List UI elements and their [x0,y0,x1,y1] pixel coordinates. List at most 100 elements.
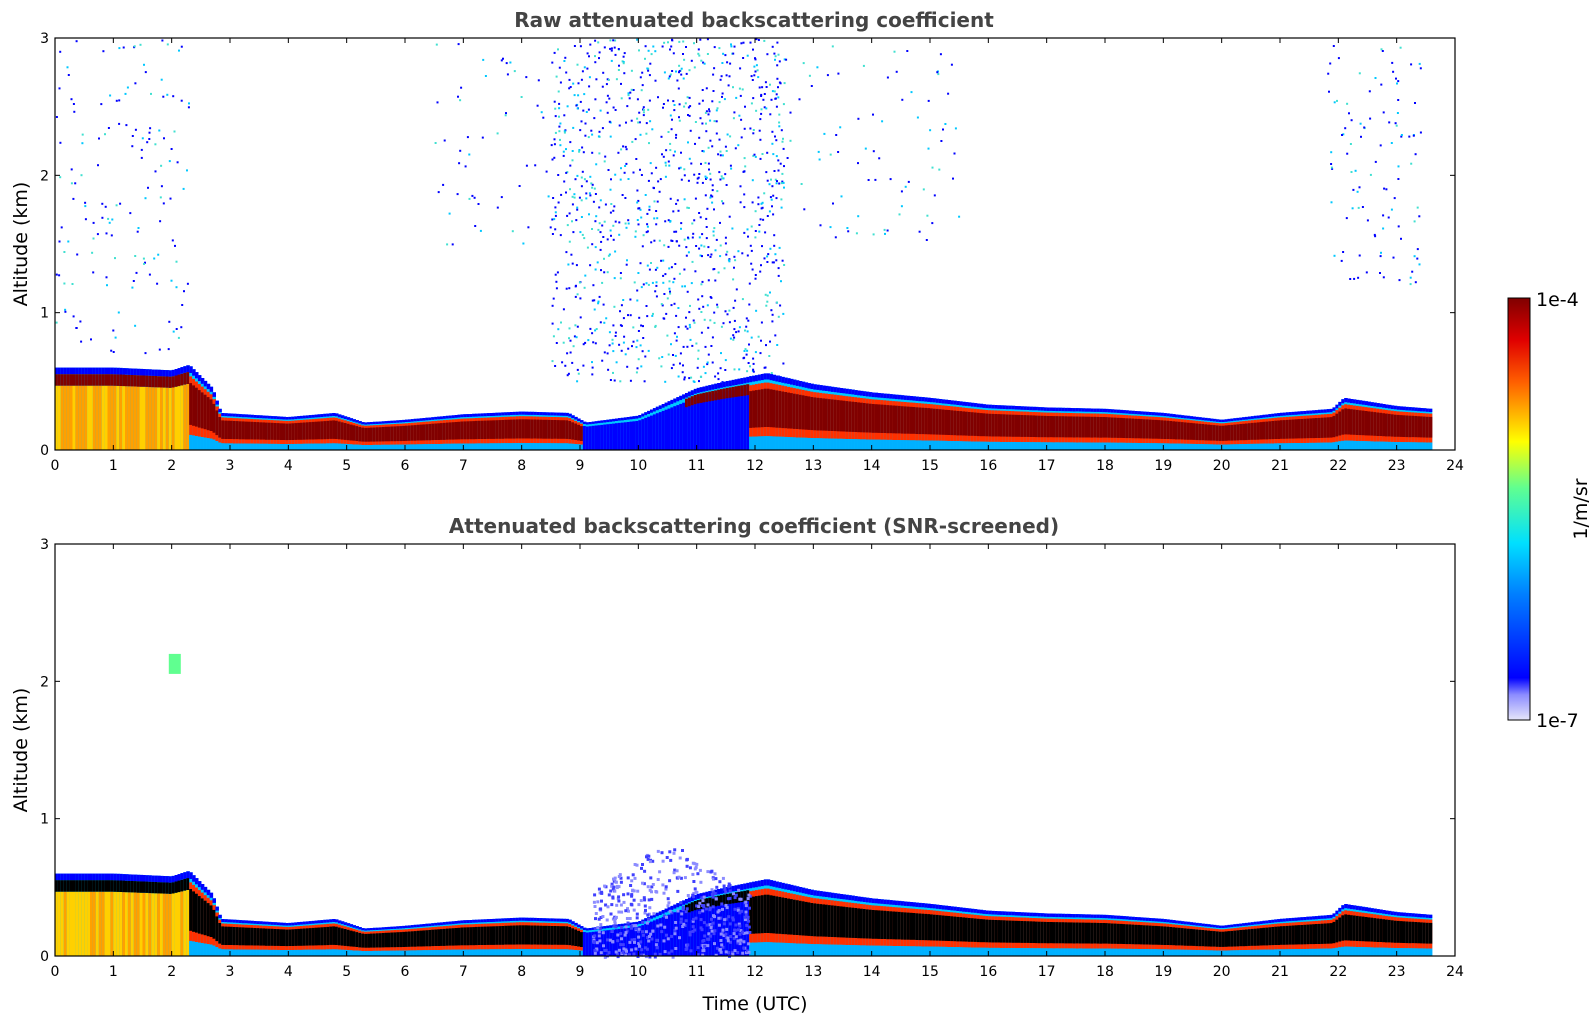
noise-speck [608,253,611,256]
backscatter-cell [262,443,266,450]
backscatter-cell [571,443,575,450]
backscatter-cell [1148,419,1153,439]
noise-speck [64,310,67,313]
backscatter-cell [66,880,71,892]
backscatter-cell [1189,416,1194,419]
backscatter-cell [60,880,65,892]
noise-speck [740,42,743,45]
noise-speck [633,281,636,284]
backscatter-cell [329,949,333,956]
noise-speck [611,338,614,341]
noise-speck [692,319,695,322]
backscatter-cell [337,443,342,450]
backscatter-cell [247,927,251,946]
backscatter-cell [1352,440,1357,450]
backscatter-cell [355,420,359,423]
noise-speck [707,279,710,282]
backscatter-cell [302,928,307,946]
backscatter-cell [477,926,482,945]
backscatter-cell [1259,415,1264,418]
backscatter-cell [705,891,709,897]
backscatter-cell [775,896,779,934]
backscatter-cell [311,920,316,924]
backscatter-cell [431,423,435,441]
backscatter-cell [276,950,281,956]
backscatter-cell [215,916,219,942]
noise-speck [675,339,678,342]
noise-speck [744,165,747,168]
backscatter-cell [489,926,494,945]
noise-speck [690,162,693,165]
noise-speck [678,167,681,170]
backscatter-cell [346,923,351,926]
noise-speck [837,72,840,75]
backscatter-cell [1399,415,1404,437]
noise-speck [160,185,163,188]
noise-speck [752,357,755,360]
backscatter-cell [545,419,549,439]
noise-speck [648,74,651,77]
backscatter-cell [195,372,199,379]
noise-speck [683,198,686,201]
backscatter-cell [407,950,412,956]
backscatter-cell [1040,442,1045,450]
backscatter-cell [302,422,307,440]
noise-speck [652,186,655,189]
noise-speck [620,148,623,151]
noise-speck [1336,99,1338,102]
backscatter-cell [387,426,391,442]
backscatter-cell [600,930,604,956]
backscatter-cell [302,443,307,450]
noise-speck [1397,80,1400,83]
noise-speck [715,238,718,241]
noise-speck [684,102,687,105]
noise-speck [572,82,575,85]
backscatter-cell [1212,444,1217,450]
backscatter-cell [162,370,167,377]
noise-speck [622,145,625,148]
backscatter-cell [1420,408,1424,412]
noise-speck [582,109,585,112]
backscatter-cell [647,416,651,450]
backscatter-cell [402,419,406,423]
backscatter-cell [515,925,520,945]
noise-speck [580,78,583,81]
noise-speck [634,138,637,141]
backscatter-cell [536,918,540,921]
noise-speck [591,151,594,154]
backscatter-cell [145,875,149,882]
backscatter-cell [419,444,424,450]
backscatter-cell [641,925,645,956]
backscatter-cell [206,889,211,896]
noise-speck [721,95,723,98]
noise-speck [766,261,769,263]
backscatter-cell [1000,442,1004,450]
backscatter-cell [1215,425,1220,441]
backscatter-cell [603,926,607,929]
backscatter-cell [1189,422,1194,440]
noise-speck [1418,215,1421,218]
backscatter-cell [612,418,616,422]
backscatter-cell [305,422,310,440]
backscatter-cell [1303,443,1307,450]
backscatter-cell [1408,415,1412,438]
x-tick-label: 19 [1154,458,1172,474]
backscatter-cell [405,419,409,422]
backscatter-cell [375,950,380,956]
noise-speck [690,376,693,379]
backscatter-cell [460,414,464,418]
backscatter-cell [203,394,208,430]
noise-speck [90,338,92,341]
noise-speck [701,99,704,102]
noise-speck [654,324,657,327]
noise-speck [741,88,744,91]
backscatter-cell [98,374,103,386]
backscatter-cell [571,949,575,956]
noise-speck [641,84,644,87]
noise-speck [755,64,758,67]
backscatter-cell [355,444,359,450]
backscatter-cell [416,924,421,928]
backscatter-cell [994,414,998,437]
backscatter-cell [752,375,756,382]
backscatter-cell [340,949,345,956]
